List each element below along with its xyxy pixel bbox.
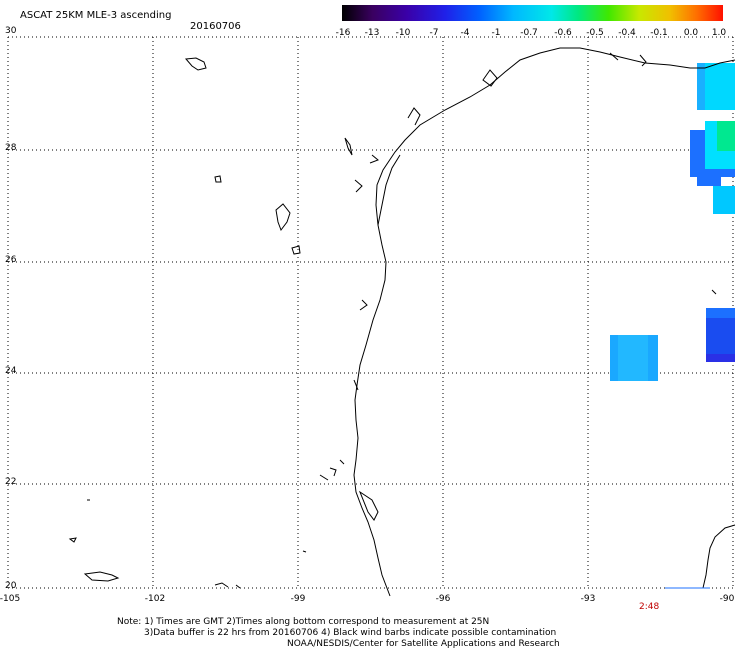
colorbar-tick: -1	[491, 28, 501, 38]
swath-cell	[618, 335, 648, 381]
colorbar-tick: -0.7	[520, 28, 538, 38]
wind-swath-cells	[610, 63, 735, 381]
colorbar-tick: -4	[460, 28, 470, 38]
swath-cell	[713, 186, 735, 214]
coastline	[319, 47, 736, 597]
lat-label: 22	[5, 477, 17, 487]
colorbar-tick: -16	[335, 28, 351, 38]
lat-label: 28	[5, 143, 17, 153]
colorbar-tick: -10	[395, 28, 411, 38]
colorbar-tick: -0.1	[650, 28, 668, 38]
map-date: 20160706	[190, 21, 241, 32]
colorbar-tick: -0.4	[618, 28, 636, 38]
lon-label: -96	[435, 594, 451, 604]
footnote-line-3: NOAA/NESDIS/Center for Satellite Applica…	[287, 639, 560, 649]
swath-cell	[706, 354, 735, 362]
swath-cell	[697, 175, 721, 186]
swath-cell	[717, 121, 735, 151]
lon-label: -105	[0, 594, 21, 604]
swath-cell	[697, 63, 705, 110]
pass-time-label: 2:48	[639, 602, 660, 612]
graticule	[7, 36, 735, 589]
swath-cell	[706, 318, 735, 354]
colorbar-tick: -0.6	[554, 28, 572, 38]
lat-label: 26	[5, 255, 17, 265]
lat-label: 30	[5, 26, 17, 36]
colorbar	[342, 5, 723, 21]
footnote-line-2: 3)Data buffer is 22 hrs from 20160706 4)…	[144, 628, 557, 638]
colorbar-tick: 1.0	[711, 28, 727, 38]
footnote-line-1: Note: 1) Times are GMT 2)Times along bot…	[117, 617, 490, 627]
lat-label: 20	[5, 581, 17, 591]
colorbar-tick-labels: -16 -13 -10 -7 -4 -1 -0.7 -0.6 -0.5 -0.4…	[336, 28, 731, 39]
map-title: ASCAT 25KM MLE-3 ascending	[20, 10, 172, 21]
colorbar-tick: -7	[429, 28, 439, 38]
lat-label: 24	[5, 366, 17, 376]
lon-label: -90	[719, 594, 735, 604]
lon-label: -102	[144, 594, 166, 604]
colorbar-tick: -0.5	[586, 28, 604, 38]
footnote: Note: 1) Times are GMT 2)Times along bot…	[117, 617, 560, 650]
islands	[68, 57, 307, 589]
colorbar-tick: -13	[364, 28, 380, 38]
lon-label: -99	[290, 594, 306, 604]
lon-label: -93	[580, 594, 596, 604]
colorbar-tick: 0.0	[683, 28, 699, 38]
